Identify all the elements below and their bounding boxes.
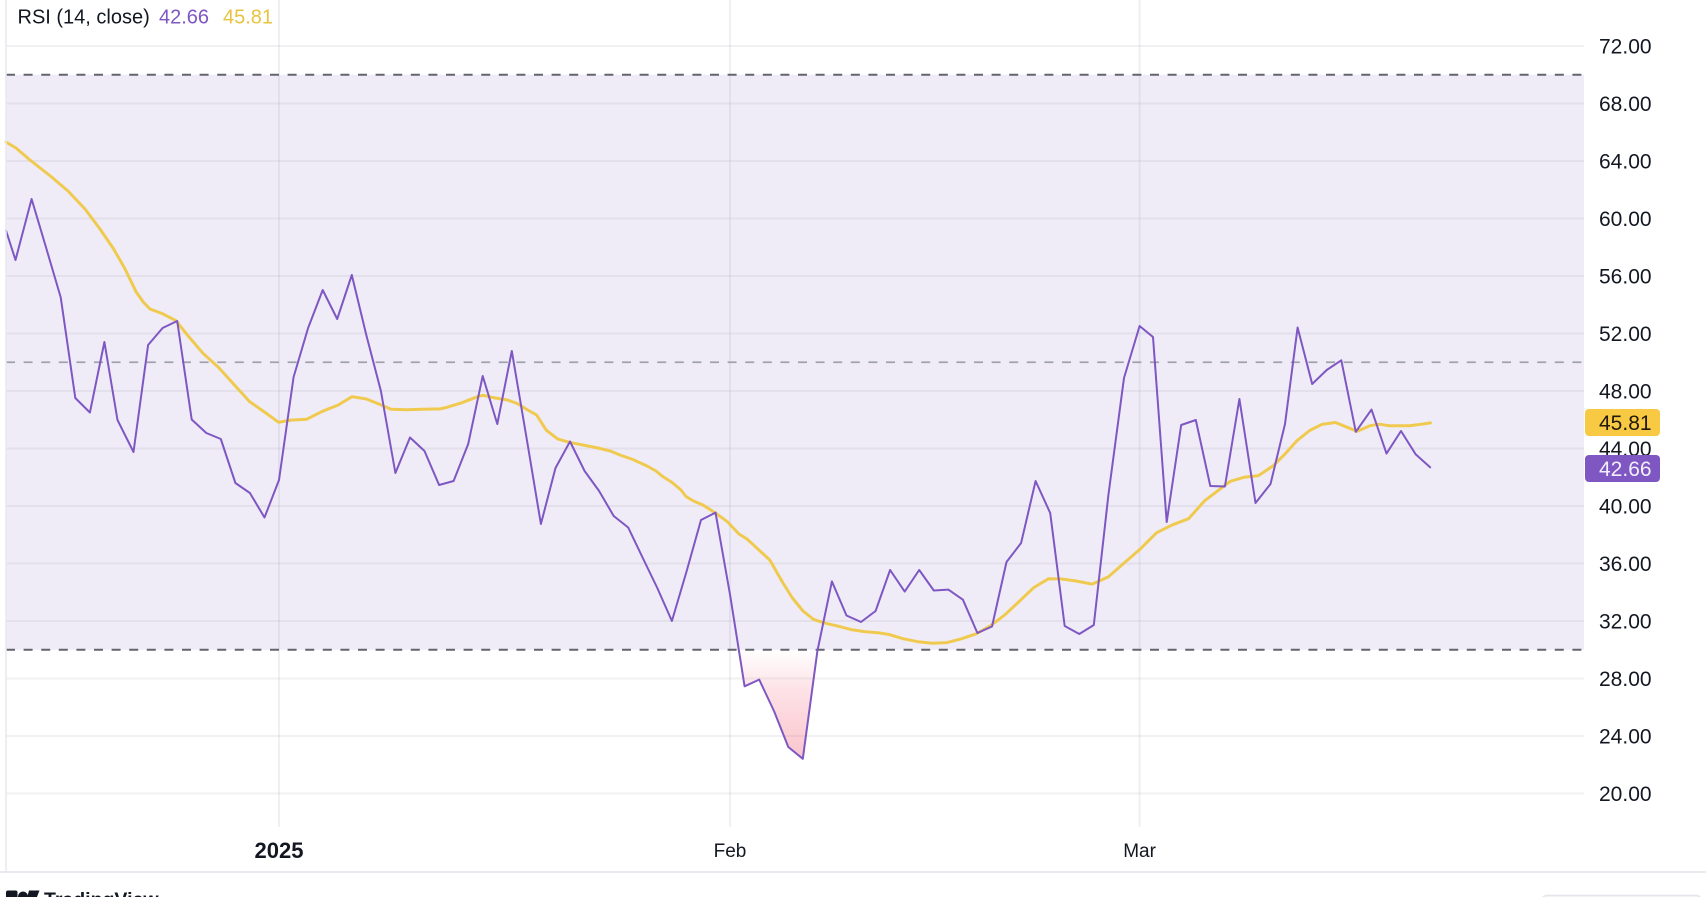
svg-text:64.00: 64.00 bbox=[1599, 151, 1652, 174]
svg-text:40.00: 40.00 bbox=[1599, 496, 1652, 519]
svg-text:36.00: 36.00 bbox=[1599, 553, 1652, 576]
svg-text:68.00: 68.00 bbox=[1599, 93, 1652, 116]
svg-text:Feb: Feb bbox=[714, 841, 747, 862]
svg-text:56.00: 56.00 bbox=[1599, 266, 1652, 289]
svg-text:RSI (14, close): RSI (14, close) bbox=[18, 7, 150, 29]
svg-text:72.00: 72.00 bbox=[1599, 36, 1652, 59]
svg-text:32.00: 32.00 bbox=[1599, 611, 1652, 634]
svg-text:45.81: 45.81 bbox=[223, 7, 273, 29]
svg-text:28.00: 28.00 bbox=[1599, 668, 1652, 691]
svg-text:20.00: 20.00 bbox=[1599, 783, 1652, 806]
svg-text:Mar: Mar bbox=[1123, 841, 1156, 862]
svg-text:2025: 2025 bbox=[255, 838, 304, 863]
svg-text:24.00: 24.00 bbox=[1599, 726, 1652, 749]
svg-text:60.00: 60.00 bbox=[1599, 208, 1652, 231]
svg-text:42.66: 42.66 bbox=[159, 7, 209, 29]
svg-text:45.81: 45.81 bbox=[1599, 412, 1652, 435]
svg-text:TradingView: TradingView bbox=[44, 889, 159, 897]
svg-text:52.00: 52.00 bbox=[1599, 323, 1652, 346]
svg-text:42.66: 42.66 bbox=[1599, 458, 1652, 481]
svg-text:48.00: 48.00 bbox=[1599, 381, 1652, 404]
